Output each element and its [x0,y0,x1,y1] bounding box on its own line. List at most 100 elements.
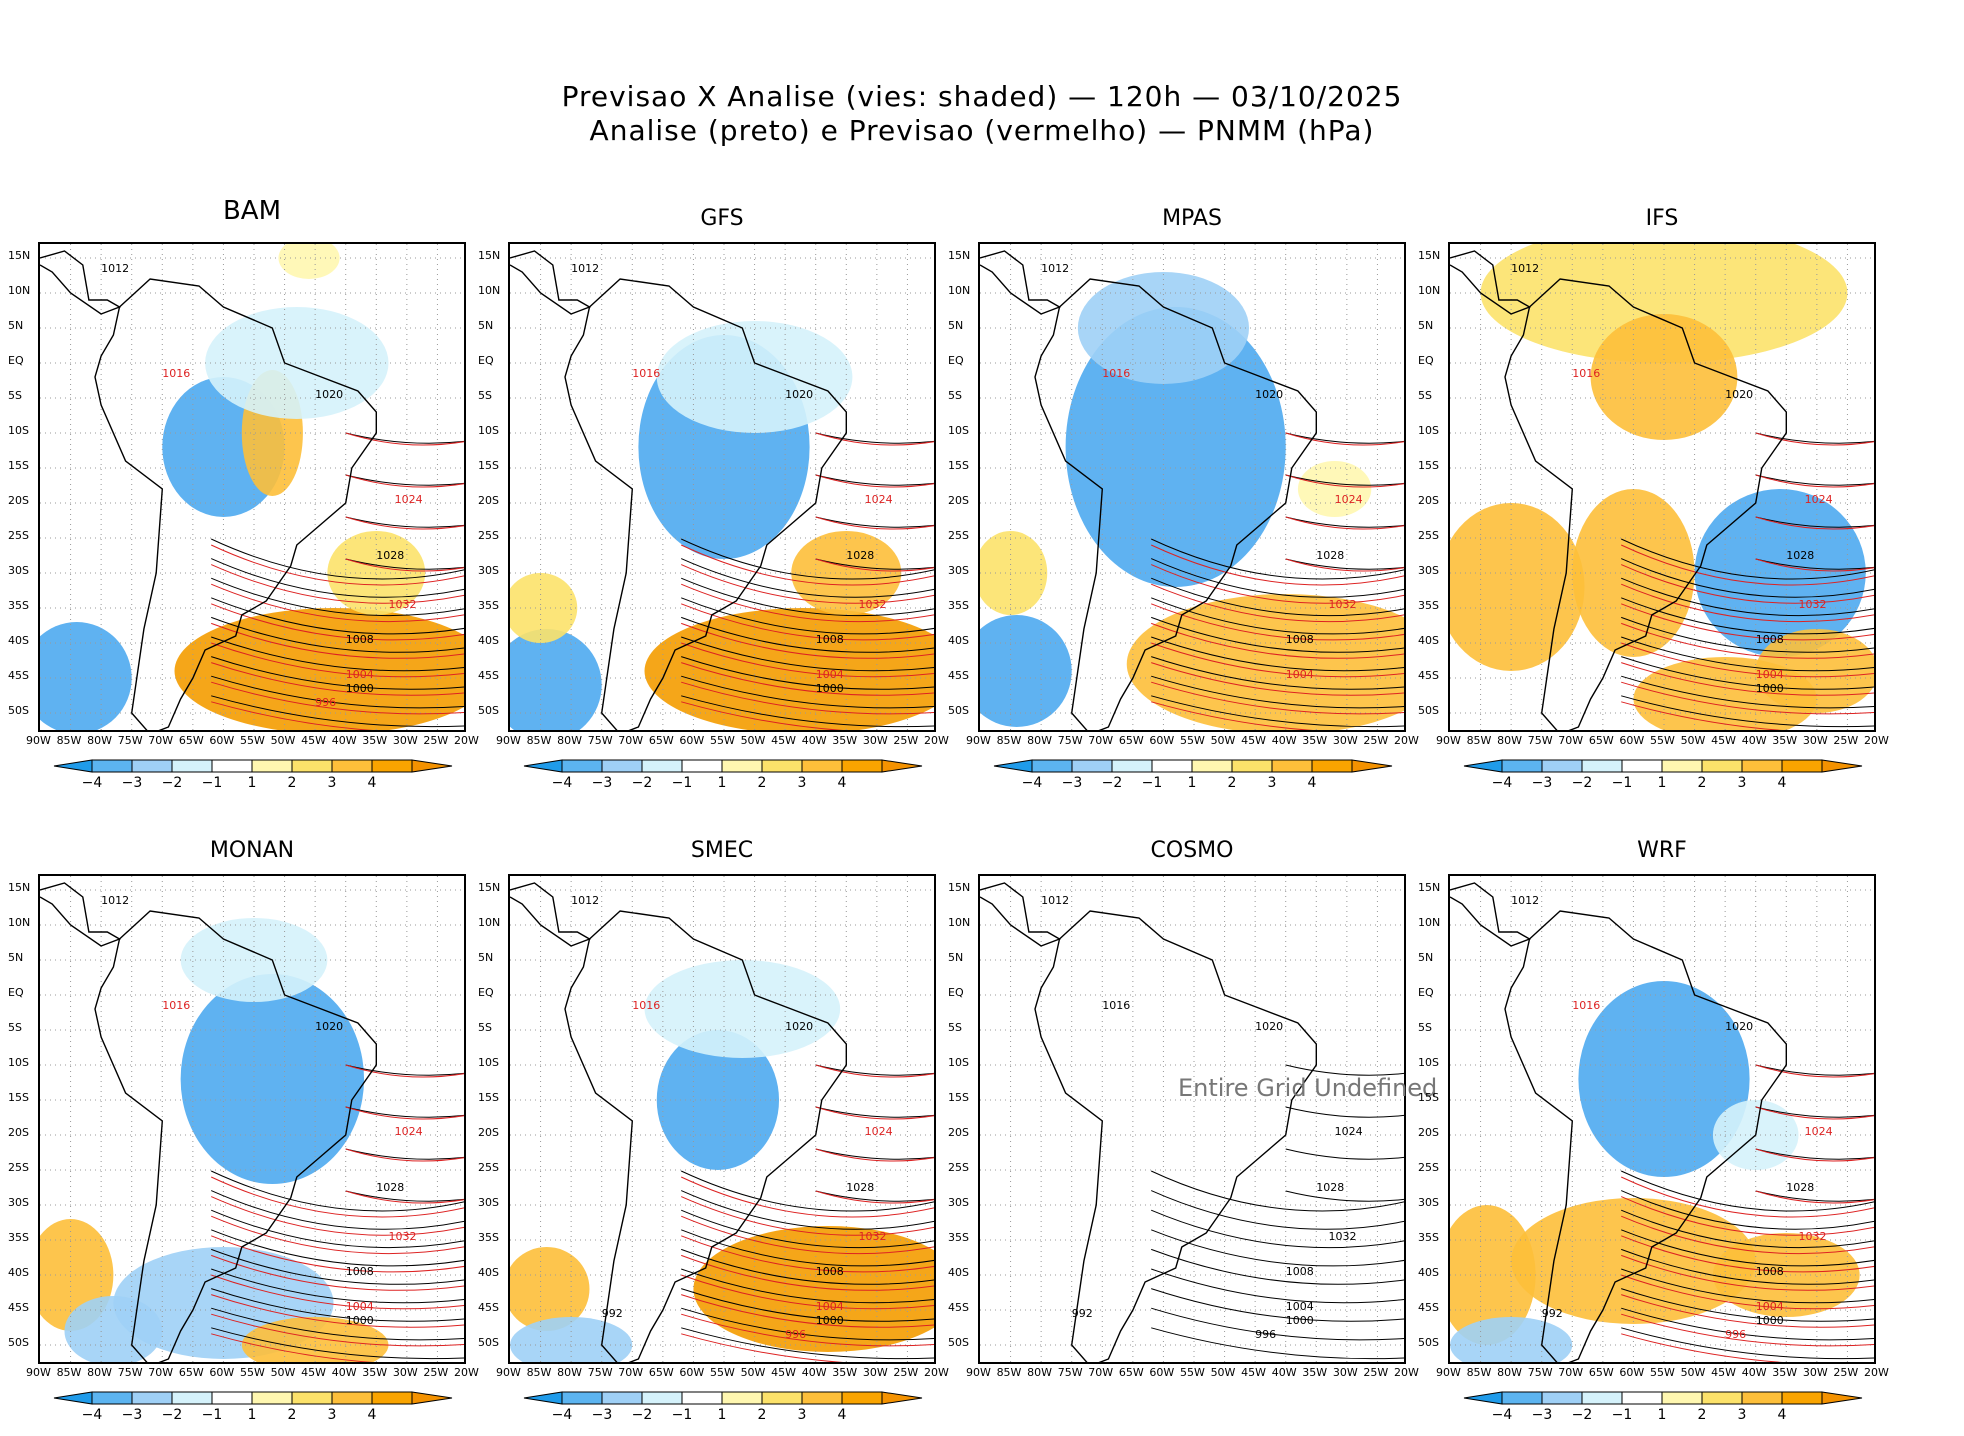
isobar-analysis [1621,1209,1874,1249]
isobar-forecast [345,1190,464,1204]
lat-tick-label: 40S [478,1266,499,1279]
panel-title-cosmo: COSMO [1150,838,1234,863]
isobar-label: 1008 [1756,1265,1784,1278]
lon-tick-label: 50W [1210,1366,1236,1379]
colorbar-segment [371,1391,413,1405]
colorbar-label: −4 [81,775,103,791]
bias-area [791,531,902,615]
lat-tick-label: 25S [8,1161,29,1174]
isobar-analysis [1150,1190,1404,1230]
colorbar-label: 4 [837,1407,847,1423]
isobar-analysis [681,1209,934,1249]
lat-tick-label: 20S [1418,1126,1439,1139]
isobar-forecast [1621,1274,1874,1310]
lat-tick-label: 10N [8,284,31,297]
colorbar-segment [371,759,413,773]
colorbar-segment [841,1391,883,1405]
isobar-label: 1020 [315,1020,343,1033]
lon-tick-label: 65W [1118,1366,1144,1379]
lat-tick-label: 20S [8,1126,29,1139]
isobar-analysis [1150,538,1404,580]
isobar-label: 1024 [1335,1125,1363,1138]
isobar-forecast [680,544,934,586]
isobar-analysis [681,656,934,690]
bias-area [980,531,1048,615]
lon-tick-label: 75W [1527,1366,1553,1379]
lat-tick-label: 15N [8,881,31,894]
lon-tick-label: 75W [1527,734,1553,747]
bias-area [327,531,426,615]
isobar-analysis [211,577,464,617]
colorbar-segment [761,1391,803,1405]
coastline [1450,882,1532,947]
bias-area [1297,461,1372,517]
isobar-label: 1016 [632,999,660,1012]
bias-area [656,1030,780,1170]
lat-tick-label: 10S [8,1056,29,1069]
colorbar-label: 4 [1777,1407,1787,1423]
panel-title-wrf: WRF [1637,838,1687,863]
colorbar-segment [1151,759,1193,773]
isobar-forecast [680,564,934,604]
colorbar-label: 3 [797,1407,807,1423]
lon-tick-label: 20W [1864,1366,1889,1379]
bias-area [1712,1233,1860,1317]
bias-area [1572,489,1695,657]
isobar-forecast [1755,1148,1874,1162]
isobar-analysis [1621,656,1874,690]
isobar-label: 1016 [1102,367,1130,380]
isobar-analysis [1285,558,1404,570]
colorbar-label: −2 [631,1407,653,1423]
isobar-analysis [1285,516,1404,528]
lon-tick-label: 65W [1118,734,1144,747]
bias-area [40,622,132,730]
bias-area [205,307,389,419]
isobar-forecast [680,1176,934,1218]
isobar-analysis [1151,675,1404,709]
isobar-forecast [1755,1106,1874,1120]
colorbar-segment [171,759,213,773]
lat-tick-label: 10S [478,1056,499,1069]
isobar-forecast [345,516,464,530]
colorbar-segment [1191,759,1233,773]
isobar-forecast [211,622,464,659]
map-canvas-mpas: 1012 1016 1020 1024 1028 1032 1008 1004 [980,244,1404,730]
isobar-analysis [1755,516,1874,528]
isobar-analysis [345,474,464,486]
bias-area [510,573,578,643]
lon-tick-label: 55W [1180,734,1205,747]
lon-tick-label: 70W [618,1366,644,1379]
colorbar-monan [53,1391,453,1405]
lon-tick-label: 25W [423,1366,449,1379]
isobar-forecast [1151,642,1404,678]
isobar-label: 992 [1072,1307,1093,1320]
lat-tick-label: 50S [948,1336,969,1349]
lat-tick-label: 40S [948,634,969,647]
isobar-forecast [815,558,934,572]
isobar-forecast [1285,474,1404,488]
colorbar-segment [1781,1391,1823,1405]
isobar-analysis [1151,1209,1404,1249]
lon-tick-label: 35W [1302,734,1328,747]
isobar-forecast [1755,1190,1874,1204]
isobar-forecast [1621,642,1874,678]
isobar-analysis [1151,695,1404,728]
bias-area [1578,981,1750,1177]
map-monan: 1012 1016 1020 1024 1028 1032 1008 1004 1000 [38,874,466,1364]
isobar-forecast [1620,1196,1874,1236]
lat-tick-label: 15N [478,249,501,262]
lat-tick-label: 40S [8,634,29,647]
lat-tick-label: 40S [8,1266,29,1279]
lon-tick-label: 25W [423,734,449,747]
lat-tick-label: 5N [478,319,494,332]
isobar-analysis [211,1268,464,1304]
isobar-label: 1012 [571,262,599,275]
isobar-forecast [210,1196,464,1236]
colorbar-label: −3 [591,775,613,791]
colorbar-segment [1661,759,1703,773]
lat-tick-label: 35S [478,599,499,612]
colorbar-label: −3 [591,1407,613,1423]
isobar-forecast [211,642,464,678]
